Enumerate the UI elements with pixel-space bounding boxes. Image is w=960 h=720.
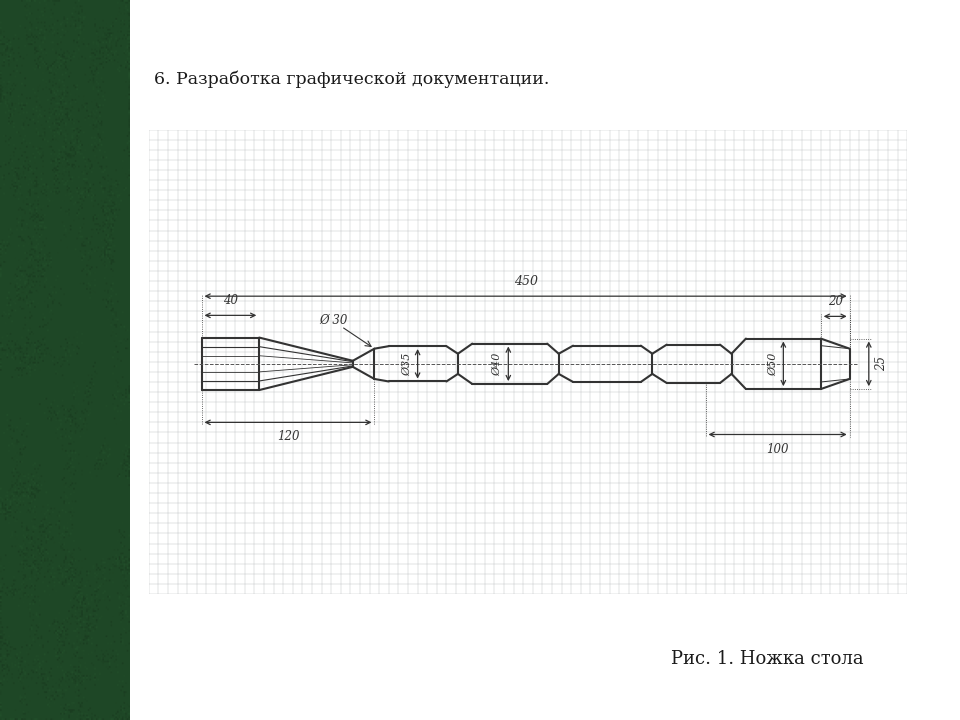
Text: Рис. 1. Ножка стола: Рис. 1. Ножка стола	[671, 649, 864, 668]
Text: Ø50: Ø50	[768, 352, 778, 376]
Text: Ø35: Ø35	[402, 352, 412, 376]
Text: 20: 20	[828, 295, 843, 308]
Text: 6. Разработка графической документации.: 6. Разработка графической документации.	[155, 71, 549, 89]
Text: Ø40: Ø40	[492, 352, 503, 376]
Text: 450: 450	[514, 275, 538, 288]
Text: 120: 120	[276, 431, 300, 444]
Text: 40: 40	[223, 294, 238, 307]
Text: 25: 25	[875, 356, 888, 372]
Text: Ø 30: Ø 30	[320, 313, 348, 326]
Text: 100: 100	[766, 443, 789, 456]
